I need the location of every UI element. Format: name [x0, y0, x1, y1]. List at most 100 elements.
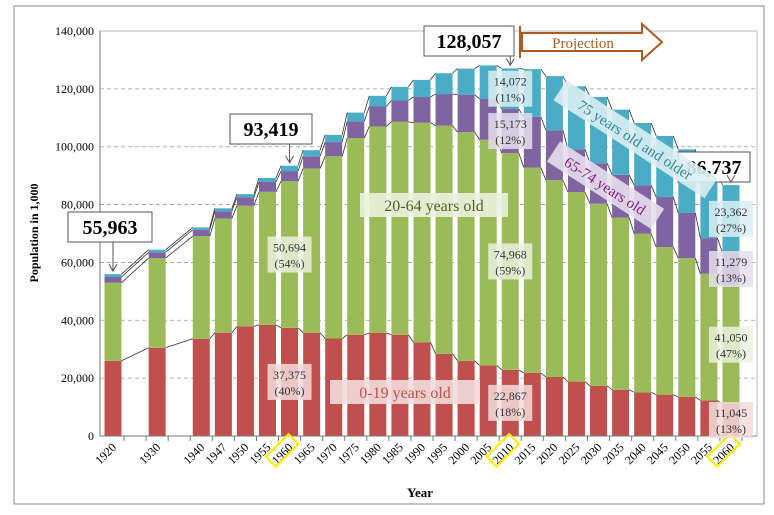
connector-line: [408, 121, 414, 124]
connector-line: [628, 174, 635, 186]
connector-line: [408, 334, 414, 343]
bar-65-74-years-old: [104, 276, 122, 283]
connector-line: [695, 396, 701, 401]
y-tick-label: 60,000: [61, 255, 94, 269]
data-label-percent: (13%): [716, 271, 746, 285]
bar-20-64-years-old: [391, 121, 409, 335]
data-label-percent: (12%): [495, 133, 525, 147]
bar-20-64-years-old: [192, 236, 210, 339]
bar-75-years-old-and-older: [281, 165, 299, 172]
connector-line: [540, 372, 547, 378]
data-label-value: 41,050: [714, 331, 747, 345]
highlight-box: [485, 432, 521, 469]
bar-65-74-years-old: [413, 96, 431, 123]
total-callout-value: 55,963: [83, 217, 138, 239]
connector-line: [474, 94, 480, 100]
connector-line: [628, 217, 635, 234]
connector-line: [540, 167, 547, 181]
bar-75-years-old-and-older: [325, 134, 343, 143]
bar-0-19-years-old: [678, 396, 696, 436]
bar-65-74-years-old: [236, 197, 254, 206]
connector-line: [518, 67, 524, 70]
connector-line: [253, 177, 260, 195]
data-label-percent: (18%): [495, 405, 525, 419]
connector-line: [209, 208, 216, 228]
data-label-percent: (13%): [716, 422, 746, 436]
connector-line: [165, 229, 194, 253]
bar-0-19-years-old: [214, 332, 232, 436]
connector-line: [121, 257, 149, 283]
connector-line: [474, 65, 480, 69]
connector-line: [430, 342, 436, 355]
connector-line: [430, 93, 436, 98]
connector-line: [275, 170, 282, 183]
bar-65-74-years-old: [258, 182, 276, 192]
chart-frame: [13, 5, 765, 505]
bar-20-64-years-old: [413, 122, 431, 343]
bar-65-74-years-old: [457, 94, 475, 133]
bar-20-64-years-old: [303, 168, 321, 333]
bar-0-19-years-old: [236, 326, 254, 436]
connector-line: [474, 360, 480, 366]
connector-line: [341, 137, 348, 157]
connector-line: [672, 196, 679, 214]
connector-line: [297, 150, 304, 166]
data-label-percent: (11%): [495, 91, 525, 105]
data-label-value: 22,867: [494, 389, 527, 403]
connector-line: [496, 365, 503, 371]
connector-line: [386, 332, 392, 336]
bar-20-64-years-old: [369, 126, 387, 334]
y-tick-label: 20,000: [61, 371, 94, 385]
bar-75-years-old-and-older: [104, 274, 122, 277]
connector-line: [341, 121, 348, 143]
connector-line: [209, 218, 216, 237]
connector-line: [452, 93, 458, 96]
data-label-value: 50,694: [273, 241, 306, 255]
connector-line: [540, 68, 547, 77]
connector-line: [386, 121, 392, 127]
total-callout-box: [423, 25, 515, 57]
connector-line: [363, 95, 370, 113]
connector-line: [651, 391, 657, 395]
total-callout-box: [229, 113, 313, 145]
data-label-box: [708, 326, 753, 363]
bar-20-64-years-old: [656, 247, 674, 395]
connector-line: [386, 100, 392, 107]
bar-65-74-years-old: [347, 121, 365, 139]
connector-line: [628, 109, 635, 124]
bar-65-74-years-old: [435, 94, 453, 126]
bar-65-74-years-old: [281, 171, 299, 182]
y-tick-label: 80,000: [61, 198, 94, 212]
connector-line: [121, 252, 149, 278]
callout-arrowhead: [108, 263, 118, 273]
bar-20-64-years-old: [523, 167, 541, 373]
bar-0-19-years-old: [634, 392, 652, 436]
connector-line: [253, 324, 260, 327]
bar-65-74-years-old: [678, 212, 696, 259]
connector-line: [430, 122, 436, 126]
bar-0-19-years-old: [192, 338, 210, 436]
bar-20-64-years-old: [347, 138, 365, 335]
data-label-percent: (27%): [716, 221, 746, 235]
projection-label: Projection: [552, 36, 614, 52]
connector-line: [606, 96, 613, 110]
connector-line: [297, 327, 304, 334]
bar-20-64-years-old: [236, 205, 254, 327]
highlight-box: [705, 432, 742, 469]
bar-0-19-years-old: [612, 389, 630, 436]
y-tick-label: 0: [88, 429, 94, 443]
bar-0-19-years-old: [590, 385, 608, 436]
bar-75-years-old-and-older: [303, 150, 321, 157]
bar-65-74-years-old: [303, 156, 321, 169]
connector-line: [165, 235, 194, 259]
data-label-box: [267, 236, 312, 273]
connector-line: [341, 112, 348, 135]
total-callout-value: 128,057: [437, 31, 502, 53]
bar-20-64-years-old: [567, 192, 585, 382]
connector-line: [430, 72, 436, 81]
y-tick-label: 100,000: [55, 140, 94, 154]
bar-20-64-years-old: [678, 258, 696, 397]
bar-0-19-years-old: [545, 376, 563, 436]
bar-75-years-old-and-older: [391, 86, 409, 101]
series-label-box: [547, 141, 665, 229]
